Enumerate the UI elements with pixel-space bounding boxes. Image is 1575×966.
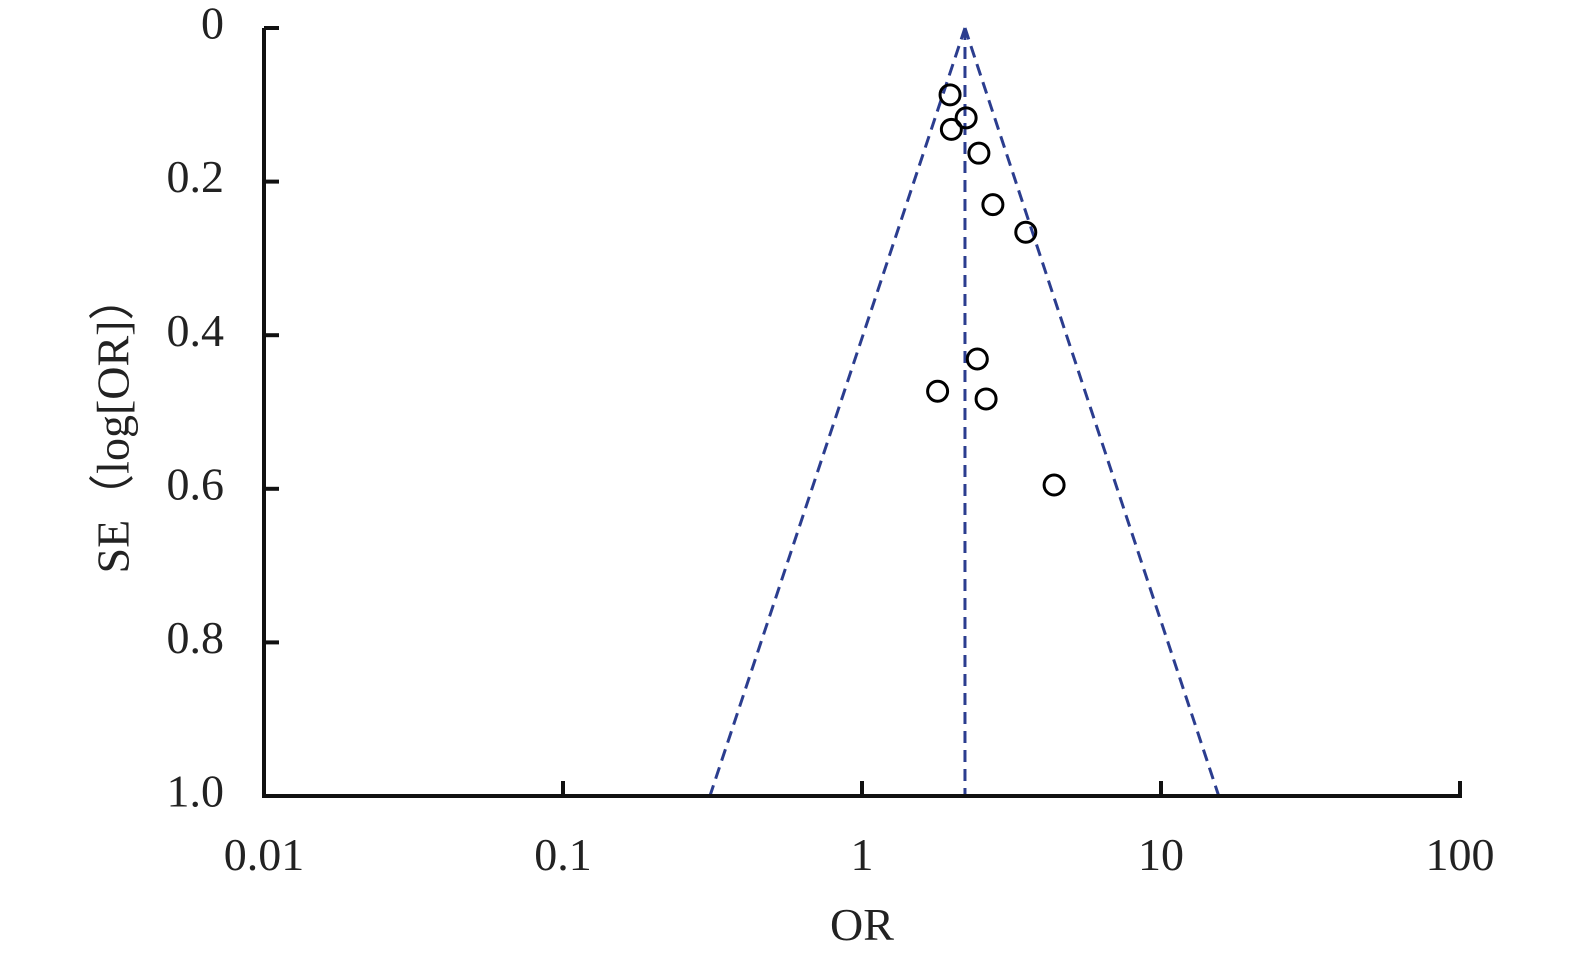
y-tick-label: 0.8 <box>167 612 225 663</box>
y-tick-label: 0 <box>201 0 224 49</box>
y-tick-label: 1.0 <box>167 766 225 817</box>
point <box>954 106 978 130</box>
x-tick-label: 1 <box>851 829 874 880</box>
point <box>967 141 991 165</box>
y-tick-label: 0.2 <box>167 151 225 202</box>
point <box>965 347 989 371</box>
x-tick-label: 0.01 <box>224 829 305 880</box>
point <box>974 387 998 411</box>
point <box>939 117 963 141</box>
y-axis-label: SE（log[OR]） <box>88 275 139 574</box>
y-tick-label: 0.4 <box>167 305 225 356</box>
x-tick-label: 100 <box>1426 829 1495 880</box>
reference-line <box>708 27 967 797</box>
point <box>926 379 950 403</box>
point <box>981 193 1005 217</box>
x-tick-label: 0.1 <box>534 829 592 880</box>
point <box>938 83 962 107</box>
x-tick-label: 10 <box>1138 829 1184 880</box>
point <box>1014 220 1038 244</box>
reference-line <box>963 27 1221 797</box>
point <box>1042 473 1066 497</box>
x-axis-label: OR <box>830 899 894 950</box>
y-tick-label: 0.6 <box>167 458 225 509</box>
